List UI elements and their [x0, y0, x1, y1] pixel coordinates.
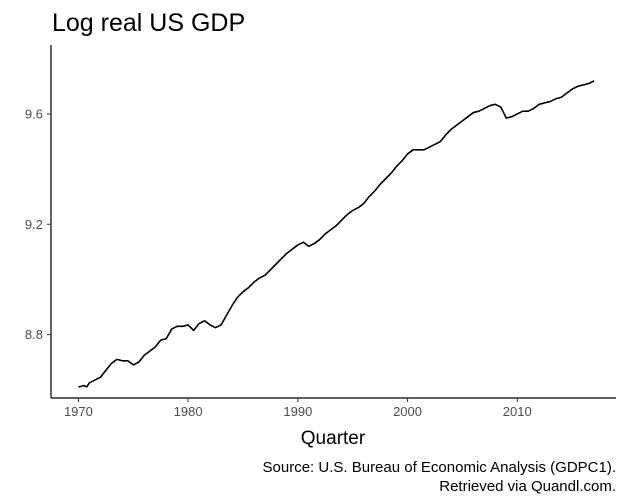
x-axis-title: Quarter — [301, 428, 366, 449]
y-tick-label: 9.2 — [25, 217, 43, 232]
x-tick-label: 2000 — [393, 404, 422, 419]
axes — [50, 45, 616, 399]
retrieval-caption: Retrieved via Quandl.com. — [439, 478, 616, 495]
y-tick-label: 8.8 — [25, 327, 43, 342]
ticks: 1970 1980 1990 2000 2010 8.8 9.2 9.6 — [25, 106, 532, 419]
chart-title: Log real US GDP — [52, 9, 246, 37]
source-caption: Source: U.S. Bureau of Economic Analysis… — [262, 459, 616, 476]
y-tick-label: 9.6 — [25, 106, 43, 121]
x-tick-label: 1980 — [174, 404, 203, 419]
series-layer — [78, 80, 595, 388]
x-tick-label: 1990 — [283, 404, 312, 419]
x-tick-label: 2010 — [503, 404, 532, 419]
x-tick-label: 1970 — [64, 404, 93, 419]
series-line — [78, 80, 595, 388]
